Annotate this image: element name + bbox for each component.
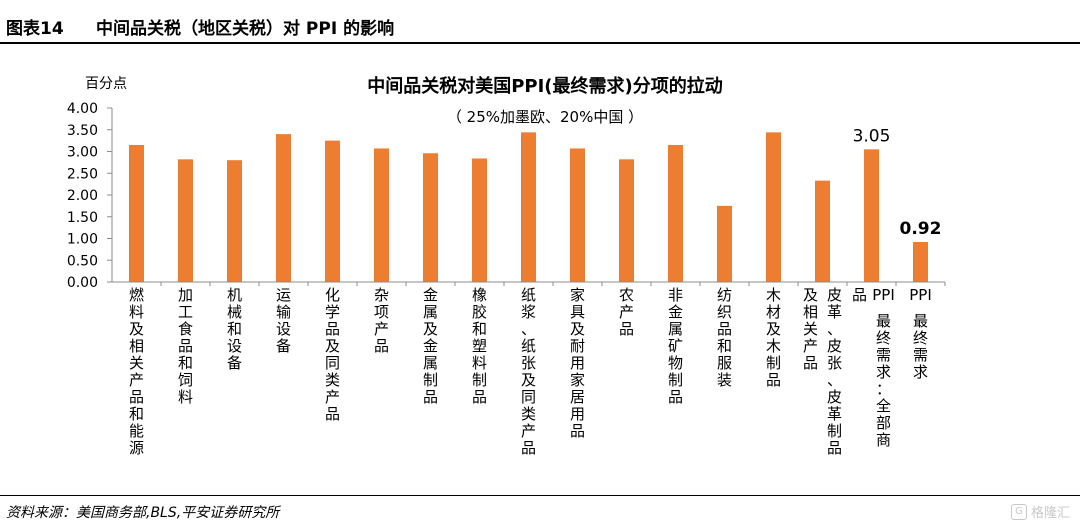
watermark-logo-icon: G (1010, 503, 1027, 520)
x-category-label: PPI 最终需求 (909, 286, 932, 381)
bar (227, 160, 242, 282)
data-label: 0.92 (900, 219, 942, 239)
x-category-label-line: 农产品 (619, 286, 634, 338)
bar (668, 144, 683, 282)
x-category-label: 运输设备 (276, 286, 291, 355)
figure-header: 图表14 中间品关税（地区关税）对 PPI 的影响 (0, 0, 1080, 44)
bar (129, 144, 144, 282)
bar-chart: 中间品关税对美国PPI(最终需求)分项的拉动 （ 25%加墨欧、20%中国 ） … (67, 75, 946, 457)
x-category-label: 金属及金属制品 (423, 286, 438, 406)
chart-title: 中间品关税对美国PPI(最终需求)分项的拉动 (367, 75, 723, 97)
x-category-label-line: PPI 最终需求：全部商 (872, 286, 895, 449)
y-tick-label: 0.50 (67, 253, 98, 269)
bar (472, 158, 487, 282)
x-category-label-line: 木材及木制品 (766, 286, 781, 389)
y-tick-label: 3.50 (67, 123, 98, 139)
x-category-label-line: 化学品及同类产品 (325, 286, 340, 423)
x-category-label: 非金属矿物制品 (668, 286, 683, 406)
x-category-label-line: 皮革、皮张、皮革制品 (827, 286, 842, 457)
bar (374, 148, 389, 282)
bar (864, 149, 879, 282)
watermark: G 格隆汇 (1010, 502, 1070, 521)
x-category-label-line: 品 (852, 286, 867, 304)
x-category-label: 化学品及同类产品 (325, 286, 340, 423)
y-tick-label: 1.50 (67, 210, 98, 226)
x-category-label-line: 及相关产品 (803, 286, 818, 372)
data-label: 3.05 (853, 126, 891, 146)
x-category-label-line: 杂项产品 (374, 286, 389, 355)
figure-title: 中间品关税（地区关税）对 PPI 的影响 (96, 19, 395, 39)
x-category-label: 木材及木制品 (766, 286, 781, 389)
y-tick-label: 1.00 (67, 232, 98, 248)
bar (619, 159, 634, 282)
x-category-label-line: 金属及金属制品 (423, 286, 438, 406)
x-category-label-line: 燃料及相关产品和能源 (129, 286, 144, 457)
x-category-label: 杂项产品 (374, 286, 389, 355)
x-category-label-line: 纺织品和服装 (717, 286, 732, 389)
x-category-label: 橡胶和塑料制品 (472, 286, 487, 406)
chart-subtitle: （ 25%加墨欧、20%中国 ） (447, 108, 643, 126)
bar (913, 241, 928, 282)
x-category-label: 加工食品和饲料 (178, 286, 193, 406)
x-category-label: 家具及耐用家居用品 (570, 286, 585, 440)
y-tick-label: 2.50 (67, 166, 98, 182)
x-category-label-line: 机械和设备 (227, 286, 242, 372)
y-tick-label: 0.00 (67, 275, 98, 291)
bar (570, 148, 585, 282)
bar (423, 153, 438, 282)
y-tick-label: 3.00 (67, 145, 98, 161)
x-category-label: 机械和设备 (227, 286, 242, 372)
bar (766, 132, 781, 282)
y-tick-label: 4.00 (67, 101, 98, 117)
x-category-label: 纸浆、纸张及同类产品 (521, 286, 536, 457)
x-category-label-line: PPI 最终需求 (909, 286, 932, 381)
bar (815, 180, 830, 282)
bar (325, 140, 340, 282)
x-category-label-line: 纸浆、纸张及同类产品 (521, 286, 536, 457)
x-category-label-line: 橡胶和塑料制品 (472, 286, 487, 406)
x-category-label: 农产品 (619, 286, 634, 338)
x-category-label-line: 运输设备 (276, 286, 291, 355)
figure-number: 图表14 (6, 19, 64, 39)
bar (178, 159, 193, 282)
x-category-label-line: 非金属矿物制品 (668, 286, 683, 406)
y-tick-label: 2.00 (67, 188, 98, 204)
x-category-label: 纺织品和服装 (717, 286, 732, 389)
figure-footer: 资料来源：美国商务部,BLS,平安证券研究所 G 格隆汇 (0, 495, 1080, 531)
y-axis-unit-label: 百分点 (85, 76, 127, 92)
source-note: 资料来源：美国商务部,BLS,平安证券研究所 (6, 505, 280, 521)
bar (717, 205, 732, 282)
x-category-label-line: 加工食品和饲料 (178, 286, 193, 406)
x-category-label: 燃料及相关产品和能源 (129, 286, 144, 457)
bar (521, 132, 536, 282)
watermark-text: 格隆汇 (1030, 506, 1070, 521)
bar (276, 134, 291, 282)
x-category-label-line: 家具及耐用家居用品 (570, 286, 585, 440)
